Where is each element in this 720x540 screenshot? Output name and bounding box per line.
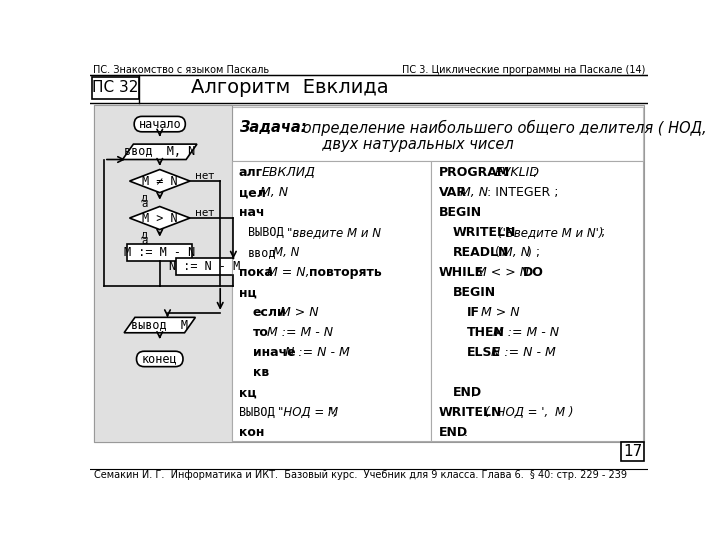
Text: M = N,: M = N, — [267, 266, 310, 279]
Text: "НОД = ",: "НОД = ", — [277, 406, 337, 420]
Bar — [94, 105, 232, 442]
Text: THEN: THEN — [467, 326, 505, 339]
Text: ВЫВОД: ВЫВОД — [248, 226, 284, 239]
Text: .: . — [464, 427, 467, 440]
Text: ВЫВОД: ВЫВОД — [239, 406, 274, 420]
FancyBboxPatch shape — [137, 351, 183, 367]
FancyBboxPatch shape — [134, 117, 185, 132]
Text: N := N - M: N := N - M — [492, 346, 557, 359]
Text: ('Введите M и N'): ('Введите M и N') — [498, 226, 603, 239]
Text: д: д — [140, 193, 148, 203]
Text: (: ( — [495, 246, 500, 259]
Bar — [232, 107, 642, 161]
Text: END: END — [438, 427, 468, 440]
Text: иначе: иначе — [253, 346, 295, 359]
Text: цел: цел — [239, 186, 266, 199]
Text: M := M - N: M := M - N — [493, 326, 559, 339]
Text: вывод  M: вывод M — [131, 319, 188, 332]
Text: кц: кц — [239, 386, 256, 399]
Text: 17: 17 — [623, 444, 642, 459]
Text: M := M - N: M := M - N — [124, 246, 195, 259]
Bar — [431, 161, 642, 441]
Text: "введите M и N: "введите M и N — [287, 226, 381, 239]
Text: M, N: M, N — [273, 246, 300, 259]
Text: определение наибольшего общего делителя ( НОД,: определение наибольшего общего делителя … — [297, 120, 706, 136]
Text: M > N: M > N — [280, 306, 318, 319]
Text: ввод  M, N: ввод M, N — [124, 145, 195, 158]
Text: M > N: M > N — [481, 306, 519, 319]
Text: M, N: M, N — [461, 186, 489, 199]
Text: Алгоритм  Евклида: Алгоритм Евклида — [191, 78, 388, 97]
Text: ЕВКЛИД: ЕВКЛИД — [262, 166, 316, 179]
Text: EVKLID: EVKLID — [495, 166, 539, 179]
Bar — [176, 258, 233, 275]
Bar — [92, 77, 139, 99]
Text: WRITELN: WRITELN — [438, 406, 502, 420]
Text: ELSE: ELSE — [467, 346, 500, 359]
Text: N := N - M: N := N - M — [169, 260, 240, 273]
Text: кон: кон — [239, 427, 264, 440]
Polygon shape — [124, 318, 195, 333]
Text: нет: нет — [195, 208, 215, 218]
Text: WRITELN: WRITELN — [453, 226, 516, 239]
Text: IF: IF — [467, 306, 480, 319]
Text: двух натуральных чисел: двух натуральных чисел — [239, 137, 513, 152]
Text: M > N: M > N — [142, 212, 178, 225]
Text: начало: начало — [138, 118, 181, 131]
Text: M, N: M, N — [503, 246, 531, 259]
Text: д: д — [140, 230, 148, 240]
Bar — [232, 161, 431, 441]
Text: PROGRAM: PROGRAM — [438, 166, 510, 179]
Text: M, N: M, N — [261, 186, 289, 199]
Polygon shape — [130, 170, 190, 193]
Text: конец: конец — [142, 353, 178, 366]
Text: ) ;: ) ; — [527, 246, 540, 259]
Text: VAR: VAR — [438, 186, 467, 199]
Text: N := N - M: N := N - M — [285, 346, 350, 359]
Text: ввод: ввод — [248, 246, 276, 259]
Text: END: END — [453, 386, 482, 399]
Text: DO: DO — [523, 266, 544, 279]
Text: повторять: повторять — [309, 266, 382, 279]
Text: нц: нц — [239, 286, 256, 299]
Text: READLN: READLN — [453, 246, 509, 259]
Text: нет: нет — [195, 172, 215, 181]
Text: WHILE: WHILE — [438, 266, 484, 279]
Bar — [127, 244, 192, 261]
Text: ПС 3. Циклические программы на Паскале (14): ПС 3. Циклические программы на Паскале (… — [402, 65, 645, 75]
Bar — [94, 105, 644, 442]
Text: M: M — [328, 406, 338, 420]
Text: BEGIN: BEGIN — [438, 206, 482, 219]
Text: ( 'НОД = ',: ( 'НОД = ', — [485, 406, 549, 420]
Text: M := M - N: M := M - N — [266, 326, 333, 339]
Text: ПС. Знакомство с языком Паскаль: ПС. Знакомство с языком Паскаль — [93, 65, 269, 75]
Polygon shape — [130, 206, 190, 230]
Text: ;: ; — [601, 226, 606, 239]
Text: а: а — [141, 199, 148, 209]
Text: : INTEGER ;: : INTEGER ; — [487, 186, 558, 199]
Text: кв: кв — [253, 366, 269, 379]
Text: M < > N: M < > N — [476, 266, 529, 279]
Text: если: если — [253, 306, 287, 319]
Text: нач: нач — [239, 206, 264, 219]
Text: Задача:: Задача: — [239, 120, 307, 136]
Text: Семакин И. Г.  Информатика и ИКТ.  Базовый курс.  Учебник для 9 класса. Глава 6.: Семакин И. Г. Информатика и ИКТ. Базовый… — [94, 470, 627, 480]
Text: ;: ; — [534, 166, 538, 179]
Text: пока: пока — [239, 266, 273, 279]
Text: то: то — [253, 326, 269, 339]
Bar — [621, 442, 644, 461]
Text: ПС 32: ПС 32 — [92, 80, 139, 96]
Text: алг: алг — [239, 166, 263, 179]
Polygon shape — [122, 144, 197, 159]
Text: M ): M ) — [555, 406, 574, 420]
Text: M ≠ N: M ≠ N — [142, 174, 178, 187]
Text: а: а — [141, 236, 148, 246]
Text: ;: ; — [472, 386, 475, 399]
Text: BEGIN: BEGIN — [453, 286, 496, 299]
